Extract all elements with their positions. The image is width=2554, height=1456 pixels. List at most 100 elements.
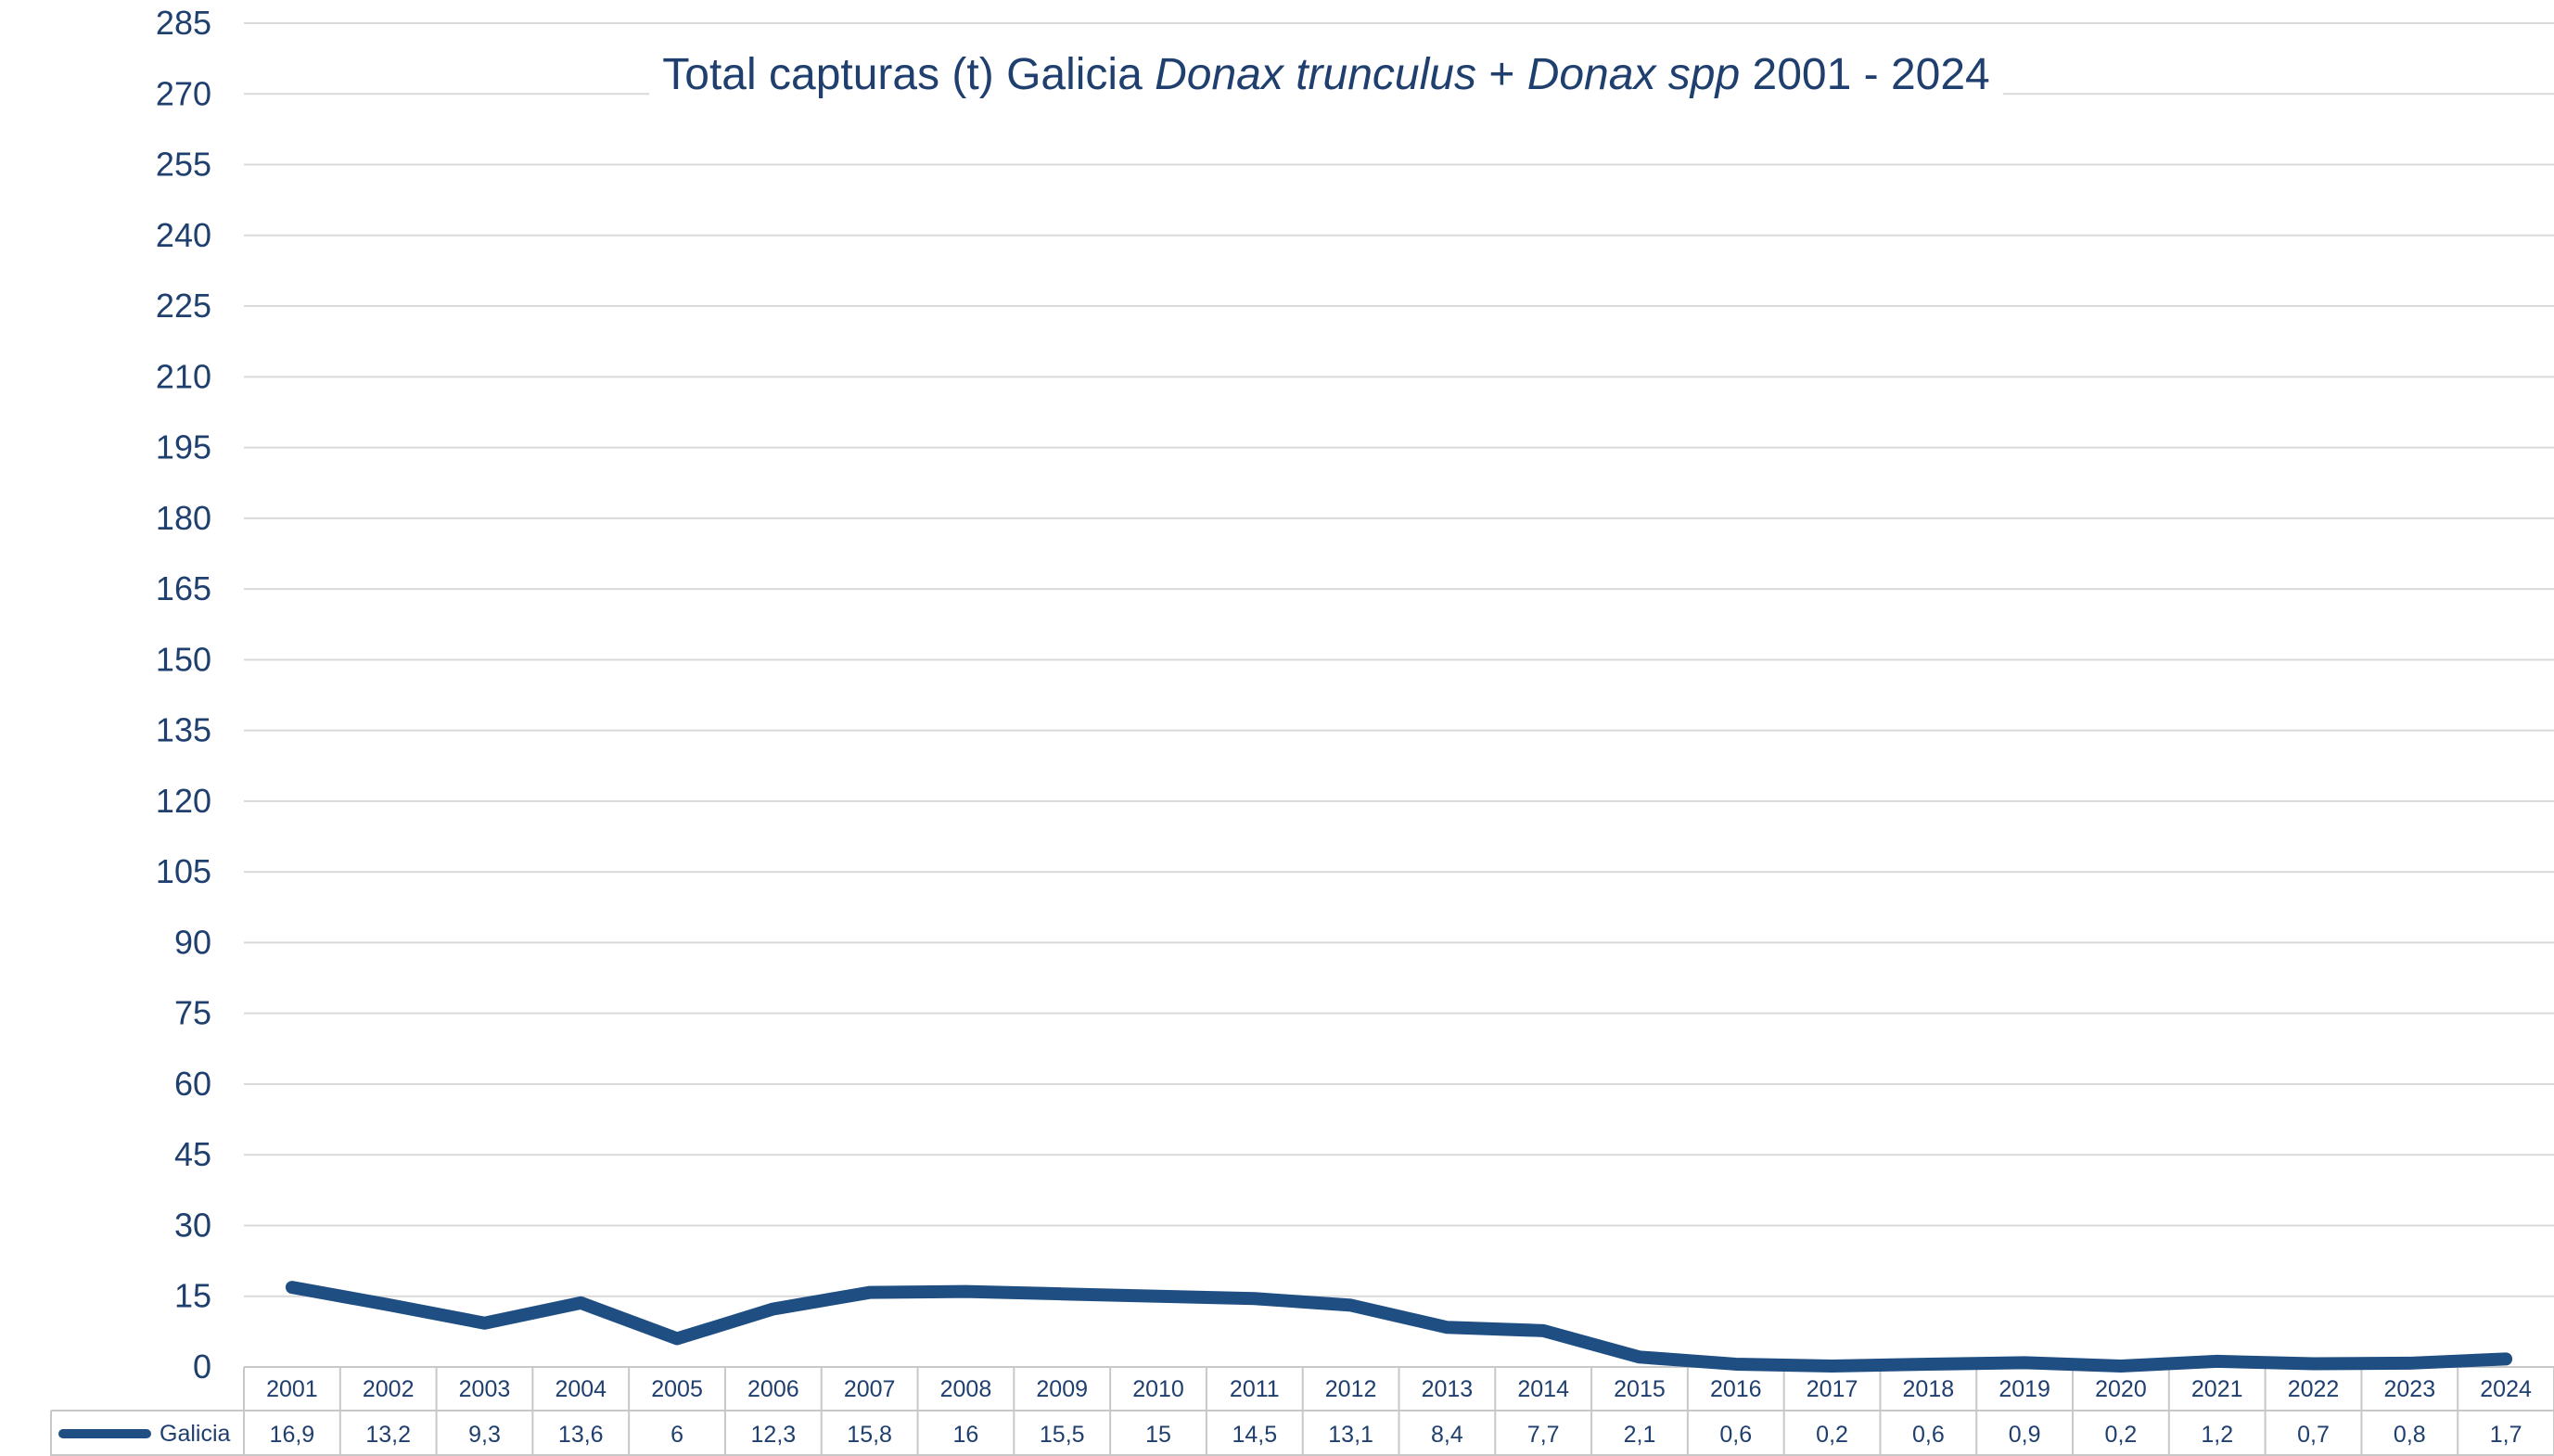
- data-table-value: 13,6: [558, 1422, 604, 1448]
- data-point: [964, 1290, 967, 1293]
- chart-title-part: +: [1476, 50, 1527, 99]
- data-point: [1157, 1295, 1160, 1297]
- y-tick-label: 165: [156, 569, 211, 607]
- data-table-value: 0,9: [2009, 1422, 2041, 1448]
- data-table-value: 15,8: [847, 1422, 892, 1448]
- data-table-value: 15,5: [1040, 1422, 1085, 1448]
- data-point: [2505, 1358, 2508, 1360]
- x-tick-label: 2006: [747, 1376, 799, 1402]
- x-tick-label: 2001: [266, 1376, 318, 1402]
- x-tick-label: 2013: [1422, 1376, 1474, 1402]
- data-point: [387, 1303, 389, 1306]
- x-tick-label: 2012: [1325, 1376, 1377, 1402]
- data-point: [2408, 1361, 2411, 1364]
- data-point: [1831, 1364, 1833, 1367]
- y-tick-label: 195: [156, 428, 211, 466]
- x-tick-label: 2008: [940, 1376, 992, 1402]
- x-tick-label: 2015: [1614, 1376, 1666, 1402]
- x-tick-label: 2005: [651, 1376, 703, 1402]
- data-table-value: 0,7: [2297, 1422, 2330, 1448]
- x-tick-label: 2016: [1710, 1376, 1762, 1402]
- x-tick-label: 2002: [363, 1376, 415, 1402]
- data-table-value: 16,9: [270, 1422, 315, 1448]
- data-point: [2024, 1361, 2026, 1364]
- data-point: [483, 1322, 486, 1324]
- y-tick-label: 0: [193, 1347, 211, 1386]
- y-tick-label: 180: [156, 499, 211, 537]
- data-point: [2216, 1360, 2218, 1362]
- data-table-value: 0,2: [1816, 1422, 1848, 1448]
- y-tick-label: 90: [174, 923, 211, 961]
- data-table-value: 2,1: [1624, 1422, 1656, 1448]
- y-tick-label: 30: [174, 1206, 211, 1244]
- legend-label-galicia: Galicia: [160, 1421, 231, 1447]
- data-point: [2119, 1364, 2122, 1367]
- y-tick-label: 120: [156, 782, 211, 820]
- y-tick-label: 270: [156, 74, 211, 112]
- data-point: [1253, 1297, 1256, 1300]
- data-table-value: 0,6: [1912, 1422, 1945, 1448]
- data-table-value: 16: [953, 1422, 979, 1448]
- chart-title-part: 2001 - 2024: [1740, 50, 1990, 99]
- data-point: [772, 1308, 774, 1310]
- data-point: [580, 1301, 582, 1304]
- data-table-value: 1,2: [2201, 1422, 2233, 1448]
- x-tick-label: 2022: [2288, 1376, 2340, 1402]
- chart-title-background: [649, 46, 2003, 103]
- y-tick-label: 225: [156, 287, 211, 325]
- data-point: [1542, 1329, 1545, 1332]
- y-axis-ticks: 0 15 30 45 60 75 90 105 120 135 150 165 180 195 210 225…: [156, 4, 211, 1386]
- data-point: [676, 1337, 679, 1340]
- data-table: Galicia 2001 16,9 2002 13,2 2003 9,3 2004 13,6 20…: [50, 1366, 2554, 1456]
- data-table-value: 15: [1145, 1422, 1171, 1448]
- x-tick-label: 2004: [555, 1376, 607, 1402]
- data-point: [1061, 1293, 1064, 1296]
- y-tick-label: 105: [156, 852, 211, 890]
- data-table-value: 13,1: [1328, 1422, 1373, 1448]
- data-point: [2312, 1362, 2315, 1365]
- chart-title: Total capturas (t) Galicia Donax truncul…: [662, 50, 1989, 99]
- series-line-galicia: [285, 1281, 2513, 1373]
- x-tick-label: 2018: [1903, 1376, 1955, 1402]
- data-table-value: 6: [670, 1422, 683, 1448]
- data-table-value: 0,6: [1719, 1422, 1752, 1448]
- data-point: [1349, 1304, 1352, 1307]
- x-tick-label: 2014: [1517, 1376, 1569, 1402]
- y-tick-label: 135: [156, 711, 211, 749]
- x-tick-label: 2020: [2095, 1376, 2147, 1402]
- x-tick-label: 2021: [2191, 1376, 2243, 1402]
- plot-series: [285, 1281, 2513, 1373]
- data-table-value: 0,8: [2394, 1422, 2426, 1448]
- x-tick-label: 2010: [1132, 1376, 1184, 1402]
- data-table-value: 12,3: [751, 1422, 797, 1448]
- y-tick-label: 150: [156, 640, 211, 678]
- x-tick-label: 2019: [1999, 1376, 2050, 1402]
- x-tick-label: 2024: [2480, 1376, 2532, 1402]
- x-tick-label: 2003: [459, 1376, 511, 1402]
- y-tick-label: 240: [156, 216, 211, 254]
- chart-title-part: Donax trunculus: [1155, 50, 1476, 99]
- y-tick-label: 15: [174, 1277, 211, 1315]
- data-table-value: 13,2: [365, 1422, 411, 1448]
- chart-title-part: Donax spp: [1527, 50, 1740, 99]
- data-table-value: 9,3: [468, 1422, 501, 1448]
- y-tick-label: 255: [156, 146, 211, 184]
- data-point: [1446, 1326, 1449, 1329]
- x-tick-label: 2009: [1036, 1376, 1088, 1402]
- y-tick-label: 60: [174, 1065, 211, 1103]
- data-point: [1927, 1362, 1930, 1365]
- data-point: [290, 1286, 293, 1289]
- y-tick-label: 45: [174, 1135, 211, 1173]
- data-point: [1638, 1356, 1641, 1359]
- data-table-value: 1,7: [2490, 1422, 2522, 1448]
- x-tick-label: 2007: [844, 1376, 896, 1402]
- x-tick-label: 2023: [2384, 1376, 2436, 1402]
- chart-title-part: Total capturas (t) Galicia: [662, 50, 1155, 99]
- data-table-value: 14,5: [1232, 1422, 1277, 1448]
- data-table-value: 0,2: [2105, 1422, 2138, 1448]
- y-tick-label: 210: [156, 357, 211, 395]
- x-tick-label: 2011: [1230, 1376, 1280, 1402]
- gridlines: [244, 22, 2554, 1368]
- y-tick-label: 285: [156, 4, 211, 42]
